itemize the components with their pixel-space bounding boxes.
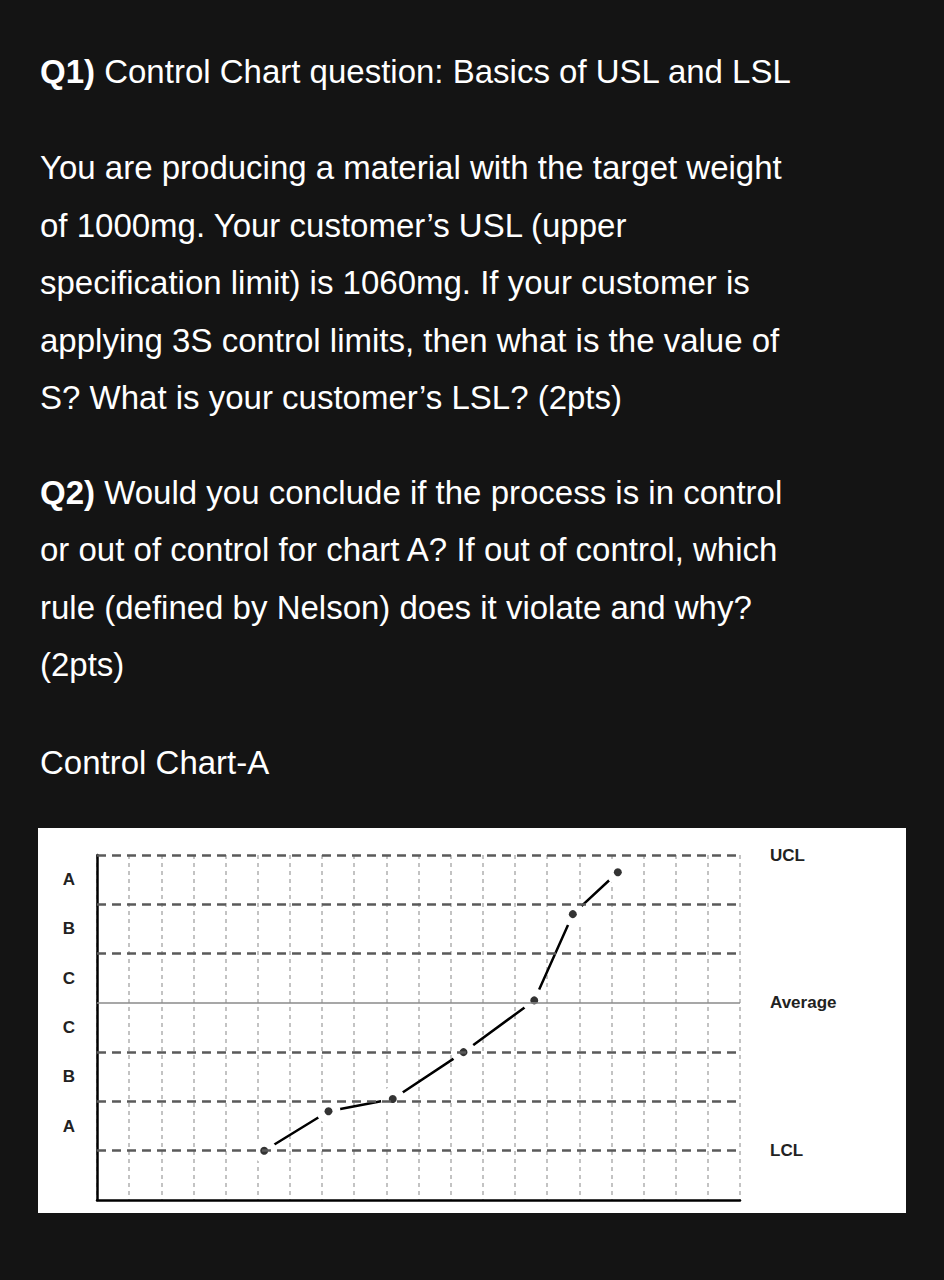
html-text:Control Chart-A: Control Chart-A [40, 744, 270, 781]
svg-text:C: C [63, 1018, 75, 1037]
svg-text:LCL: LCL [770, 1141, 803, 1160]
html-text:S? What is your customer’s LSL: S? What is your customer’s LSL? (2pts) [40, 379, 622, 416]
html-text:applying 3S control limits, th: applying 3S control limits, then what is… [40, 321, 780, 359]
html-text:(2pts): (2pts) [40, 646, 125, 683]
html-text:You are producing a material w: You are producing a material with the ta… [40, 149, 782, 186]
svg-text:A: A [63, 1117, 75, 1136]
svg-text:C: C [63, 969, 75, 988]
svg-text:B: B [63, 919, 75, 938]
html-text:Q2) Would you conclude if the: Q2) Would you conclude if the process is… [40, 474, 783, 511]
html-text:rule (defined by Nelson) does: rule (defined by Nelson) does it violate… [40, 588, 752, 626]
html-text:or out of control for chart A?: or out of control for chart A? If out of… [40, 531, 778, 568]
svg-text:A: A [63, 870, 75, 889]
html-text:specification limit) is 1060mg: specification limit) is 1060mg. If your … [40, 264, 750, 301]
html-text:Q1) Control Chart question: Ba: Q1) Control Chart question: Basics of US… [40, 53, 791, 90]
svg-text:Average: Average [770, 993, 836, 1012]
svg-text:UCL: UCL [770, 846, 805, 865]
svg-text:B: B [63, 1067, 75, 1086]
html-text:of 1000mg. Your customer’s USL: of 1000mg. Your customer’s USL (upper [40, 206, 627, 244]
